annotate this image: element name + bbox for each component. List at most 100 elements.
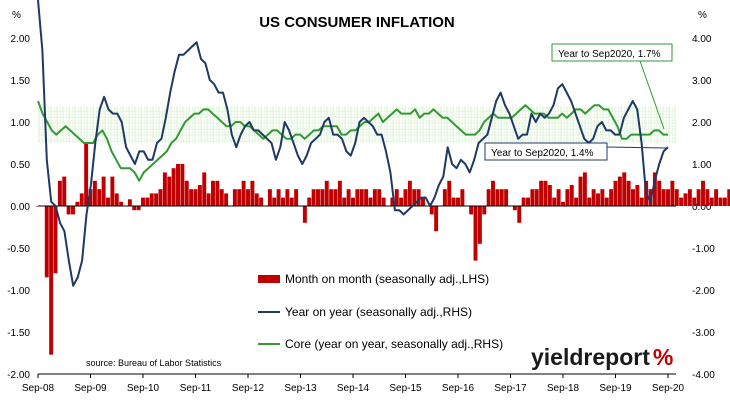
x-tick-label: Sep-12	[232, 383, 265, 394]
mom-bar	[75, 201, 80, 206]
x-axis: Sep-08 Sep-09 Sep-10 Sep-11 Sep-12 Sep-13 Sep-…	[22, 374, 685, 394]
mom-bar	[714, 189, 719, 206]
mom-bar	[622, 172, 627, 206]
mom-bar	[407, 180, 412, 206]
mom-bar	[661, 189, 666, 206]
mom-bar	[521, 197, 526, 206]
mom-bar	[486, 189, 491, 206]
mom-bar	[722, 197, 727, 206]
legend: Month on month (seasonally adj.,LHS) Yea…	[258, 272, 503, 351]
mom-bar	[84, 143, 89, 206]
mom-bar	[237, 189, 242, 206]
mom-bar	[127, 199, 132, 206]
mom-bar	[639, 197, 644, 206]
annotation-yoy-text: Year to Sep2020, 1.4%	[491, 148, 594, 159]
mom-bar	[162, 172, 167, 206]
mom-bar	[683, 193, 688, 206]
annotation-core-text: Year to Sep2020, 1.7%	[558, 49, 661, 60]
mom-bar	[569, 185, 574, 206]
mom-bar	[241, 180, 246, 206]
mom-bar	[267, 189, 272, 206]
x-tick-label: Sep-17	[494, 383, 527, 394]
mom-bar	[552, 197, 557, 206]
mom-bar	[346, 189, 351, 206]
mom-bar	[71, 206, 75, 215]
year-on-year-lines	[37, 0, 669, 287]
mom-bar	[587, 197, 592, 206]
mom-bar	[250, 180, 255, 206]
mom-bar	[337, 180, 342, 206]
left-tick-label: -1.00	[7, 286, 30, 297]
mom-bar	[202, 172, 207, 206]
mom-bar	[596, 193, 600, 206]
mom-bar	[631, 189, 635, 206]
annotation-yoy-leader	[606, 146, 667, 149]
mom-bar	[534, 189, 539, 206]
right-axis-unit: %	[698, 10, 707, 21]
mom-bar	[451, 197, 456, 206]
logo-word: yieldreport%	[531, 344, 673, 370]
mom-bar	[57, 180, 62, 206]
mom-bar	[189, 189, 194, 206]
core-yoy-line	[37, 100, 668, 182]
mom-bar	[333, 189, 338, 206]
mom-bar	[460, 189, 465, 206]
mom-bar	[197, 185, 202, 206]
mom-bar	[626, 180, 631, 206]
mom-bar	[399, 197, 404, 206]
mom-bar	[727, 189, 730, 206]
mom-bar	[211, 180, 215, 206]
mom-bar	[556, 189, 561, 206]
left-tick-label: 0.50	[11, 160, 31, 171]
mom-bar	[504, 189, 509, 206]
yieldreport-logo: yieldreport%	[531, 344, 673, 370]
mom-bar	[49, 206, 54, 355]
x-tick-label: Sep-20	[652, 383, 685, 394]
x-tick-label: Sep-14	[337, 383, 370, 394]
x-tick-label: Sep-15	[389, 383, 422, 394]
annotation-core: Year to Sep2020, 1.7%	[551, 43, 673, 130]
mom-bar	[359, 189, 364, 206]
mom-bar	[206, 193, 211, 206]
mom-bar	[276, 189, 281, 206]
mom-bar	[184, 180, 189, 206]
x-tick-label: Sep-19	[599, 383, 632, 394]
mom-bar	[324, 180, 329, 206]
mom-bar	[477, 206, 482, 244]
x-tick-label: Sep-09	[74, 383, 107, 394]
left-tick-label: 2.00	[11, 34, 31, 45]
mom-bar	[512, 206, 517, 211]
mom-bar	[302, 206, 307, 223]
mom-bar	[582, 172, 587, 206]
mom-bar	[543, 180, 548, 206]
mom-bar	[617, 176, 622, 206]
mom-bar	[670, 180, 675, 206]
mom-bar	[92, 180, 97, 206]
mom-bar	[136, 206, 141, 211]
mom-bar	[652, 172, 657, 206]
x-tick-label: Sep-16	[442, 383, 475, 394]
mom-bar	[394, 189, 399, 206]
mom-bar	[79, 193, 84, 206]
mom-bar	[368, 197, 373, 206]
mom-bar	[289, 197, 294, 206]
mom-bar	[66, 206, 71, 215]
mom-bar	[456, 197, 460, 206]
x-tick-label: Sep-13	[284, 383, 317, 394]
mom-bar	[149, 193, 154, 206]
mom-bar	[718, 197, 723, 206]
mom-bar	[526, 197, 530, 206]
mom-bar	[132, 206, 137, 211]
mom-bar	[604, 197, 609, 206]
mom-bar	[44, 206, 49, 278]
mom-bar	[294, 189, 299, 206]
mom-bar	[381, 197, 386, 206]
mom-bar	[281, 197, 285, 206]
legend-swatch-mom	[258, 275, 280, 283]
mom-bar	[403, 189, 408, 206]
annotation-yoy: Year to Sep2020, 1.4%	[484, 142, 667, 161]
mom-bar	[429, 206, 434, 215]
mom-bar	[351, 197, 355, 206]
mom-bar	[372, 189, 377, 206]
mom-bar	[565, 189, 570, 206]
